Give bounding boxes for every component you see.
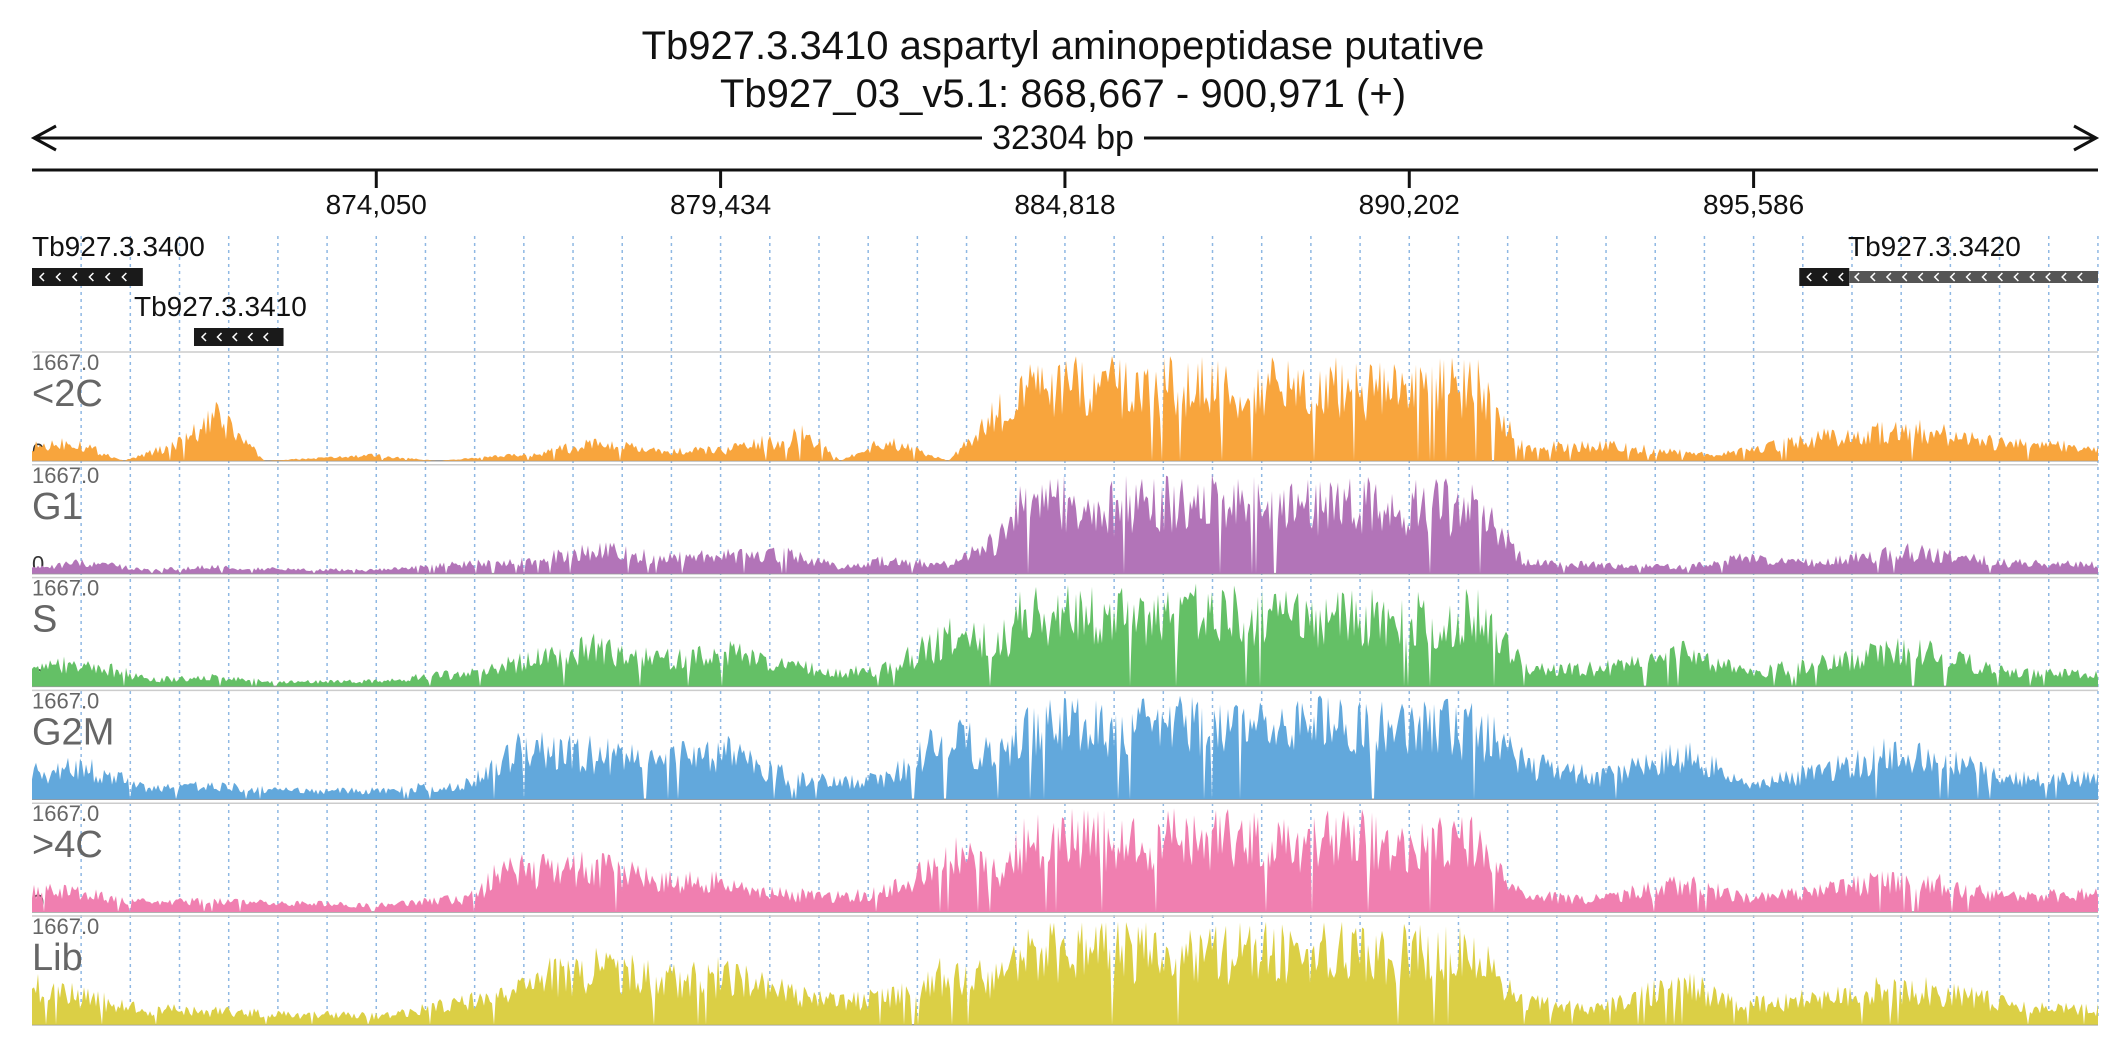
span-arrow-right-head — [2073, 124, 2100, 152]
track-name-label: <2C — [32, 373, 103, 415]
strand-arrow — [1901, 272, 1908, 282]
track-ymax-label: 1667.0 — [32, 801, 99, 826]
coverage-area-G1 — [32, 473, 2098, 574]
gene-label: Tb927.3.3400 — [32, 231, 205, 262]
track-name-label: S — [32, 599, 57, 641]
strand-arrow — [1838, 272, 1844, 282]
gene-exon-bar — [1799, 268, 1850, 286]
track-name-label: G2M — [32, 711, 114, 753]
gene-title: Tb927.3.3410 aspartyl aminopeptidase put… — [641, 24, 1485, 68]
strand-arrow — [121, 272, 127, 282]
strand-arrow — [247, 332, 254, 342]
coverage-area-G2M — [32, 695, 2098, 800]
gene-feature — [32, 268, 143, 286]
track-name-label: >4C — [32, 824, 103, 866]
strand-arrow — [1981, 272, 1988, 282]
locus-coordinates: Tb927_03_v5.1: 868,667 - 900,971 (+) — [719, 72, 1407, 116]
strand-arrow — [1933, 272, 1940, 282]
strand-arrow — [2045, 272, 2051, 282]
ruler-tick-label: 874,050 — [326, 189, 427, 220]
ruler-tick-label: 884,818 — [1014, 189, 1115, 220]
ruler-tick-label: 890,202 — [1359, 189, 1460, 220]
track-ymax-label: 1667.0 — [32, 463, 99, 488]
track-ymax-label: 1667.0 — [32, 914, 99, 939]
strand-arrow — [1853, 272, 1860, 282]
strand-arrow — [1965, 272, 1972, 282]
gene-feature — [1799, 268, 2098, 286]
strand-arrow — [2061, 272, 2067, 282]
coverage-area-2C — [32, 356, 2098, 461]
track-name-label: Lib — [32, 937, 83, 979]
strand-arrow — [1806, 272, 1812, 282]
strand-arrow — [71, 272, 78, 282]
coverage-area-4C — [32, 808, 2098, 912]
track-ymax-label: 1667.0 — [32, 576, 99, 601]
gene-utr-bar — [1849, 271, 2098, 283]
coverage-area-Lib — [32, 921, 2098, 1025]
strand-arrow — [55, 272, 62, 282]
ruler-tick-label: 879,434 — [670, 189, 771, 220]
strand-arrow — [1997, 272, 2003, 282]
gene-exon-bar — [193, 328, 284, 346]
gene-feature — [193, 328, 284, 346]
strand-arrow — [216, 332, 223, 342]
span-length-label-wrap: 32304 bp — [0, 116, 2126, 160]
ruler-tick-label: 895,586 — [1703, 189, 1804, 220]
span-length-label: 32304 bp — [982, 119, 1144, 157]
strand-arrow — [1885, 272, 1892, 282]
strand-arrow — [1869, 272, 1876, 282]
track-name-label: G1 — [32, 486, 83, 528]
strand-arrow — [38, 272, 45, 282]
strand-arrow — [88, 272, 94, 282]
strand-arrow — [2077, 272, 2083, 282]
span-arrow-left-head — [30, 124, 57, 152]
strand-arrow — [200, 332, 207, 342]
coverage-area-S — [32, 583, 2098, 687]
gene-label: Tb927.3.3410 — [134, 291, 307, 322]
strand-arrow — [262, 332, 269, 342]
gene-label: Tb927.3.3420 — [1848, 231, 2021, 262]
strand-arrow — [2013, 272, 2019, 282]
strand-arrow — [231, 332, 238, 342]
strand-arrow — [2029, 272, 2035, 282]
gene-exon-bar — [32, 268, 143, 286]
strand-arrow — [1917, 272, 1924, 282]
strand-arrow — [104, 272, 111, 282]
track-ymax-label: 1667.0 — [32, 688, 99, 713]
strand-arrow — [1949, 272, 1956, 282]
strand-arrow — [1822, 272, 1828, 282]
track-ymax-label: 1667.0 — [32, 350, 99, 375]
